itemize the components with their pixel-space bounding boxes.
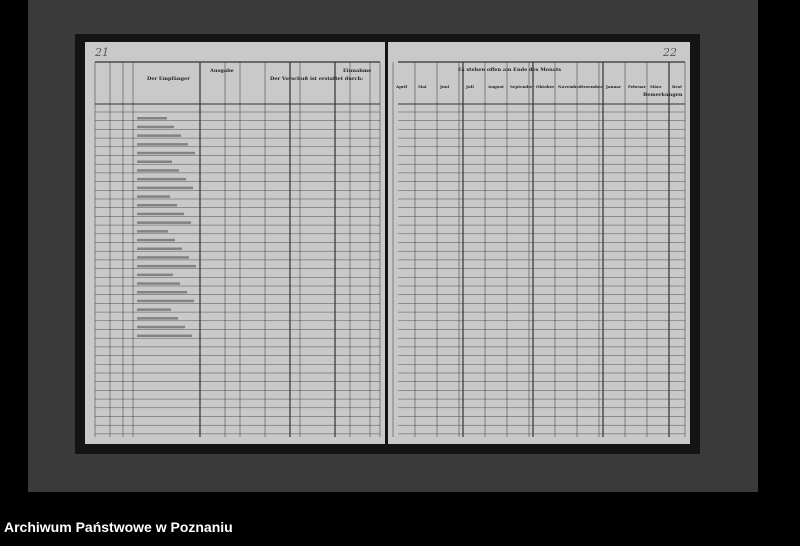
left-page: 21 Der Empfänger Ausgabe Der Vorschuß is… (85, 42, 385, 444)
handwritten-entry (137, 221, 191, 224)
handwritten-entry (137, 308, 171, 311)
header-expense: Ausgabe (210, 68, 234, 74)
footer: Archiwum Państwowe w Poznaniu (0, 500, 800, 546)
month-header: Juli (466, 84, 474, 89)
handwritten-entry (137, 117, 167, 120)
handwritten-entry (137, 273, 173, 277)
handwritten-entry (137, 125, 174, 129)
header-outstanding: Es stehen offen am Ende des Monats (458, 67, 562, 73)
page-number: 21 (95, 46, 109, 59)
header-income: Einnahme (343, 68, 372, 74)
month-header: April (396, 84, 408, 89)
month-header: Mai (418, 84, 427, 89)
month-header: Januar (606, 84, 621, 89)
ledger-book: 21 Der Empfänger Ausgabe Der Vorschuß is… (75, 34, 700, 454)
handwritten-entry (137, 282, 180, 285)
month-header: Juni (440, 84, 450, 89)
handwritten-entry (137, 325, 185, 329)
handwritten-entry (137, 134, 181, 137)
handwritten-entry (137, 317, 178, 320)
handwritten-entry (137, 143, 188, 146)
month-header: September (510, 84, 535, 89)
handwritten-entry (137, 212, 184, 216)
handwritten-entry (137, 151, 195, 155)
month-header: März (650, 84, 662, 89)
handwritten-entry (137, 264, 196, 268)
handwritten-entry (137, 177, 186, 181)
ledger-grid-left (94, 61, 381, 437)
archive-name: Archiwum Państwowe w Poznaniu (4, 519, 233, 535)
handwritten-entry (137, 169, 179, 172)
handwritten-entry (137, 186, 193, 190)
ledger-grid-right (392, 61, 686, 437)
header-recipient: Der Empfänger (147, 76, 190, 82)
handwritten-entry (137, 238, 175, 242)
handwritten-entry (137, 299, 194, 303)
month-header: Dezember (580, 84, 603, 89)
handwritten-entry (137, 230, 168, 233)
month-header: Oktober (536, 84, 555, 89)
handwritten-entry (137, 160, 172, 163)
header-remarks: Bemerkungen (643, 92, 683, 98)
month-header: August (488, 84, 504, 89)
month-header: Februar (628, 84, 646, 89)
handwritten-entry (137, 204, 177, 207)
handwritten-entry (137, 334, 192, 337)
page-number: 22 (663, 46, 677, 59)
header-rest: Rest (672, 84, 682, 89)
right-page: 22 Es stehen offen am Ende des Monats Ap… (388, 42, 690, 444)
handwritten-entry (137, 291, 187, 294)
handwritten-entry (137, 256, 189, 259)
month-header: November (558, 84, 581, 89)
handwritten-entry (137, 247, 182, 250)
handwritten-entry (137, 195, 170, 198)
header-advance: Der Vorschuß ist erstattet durch: (270, 76, 364, 82)
